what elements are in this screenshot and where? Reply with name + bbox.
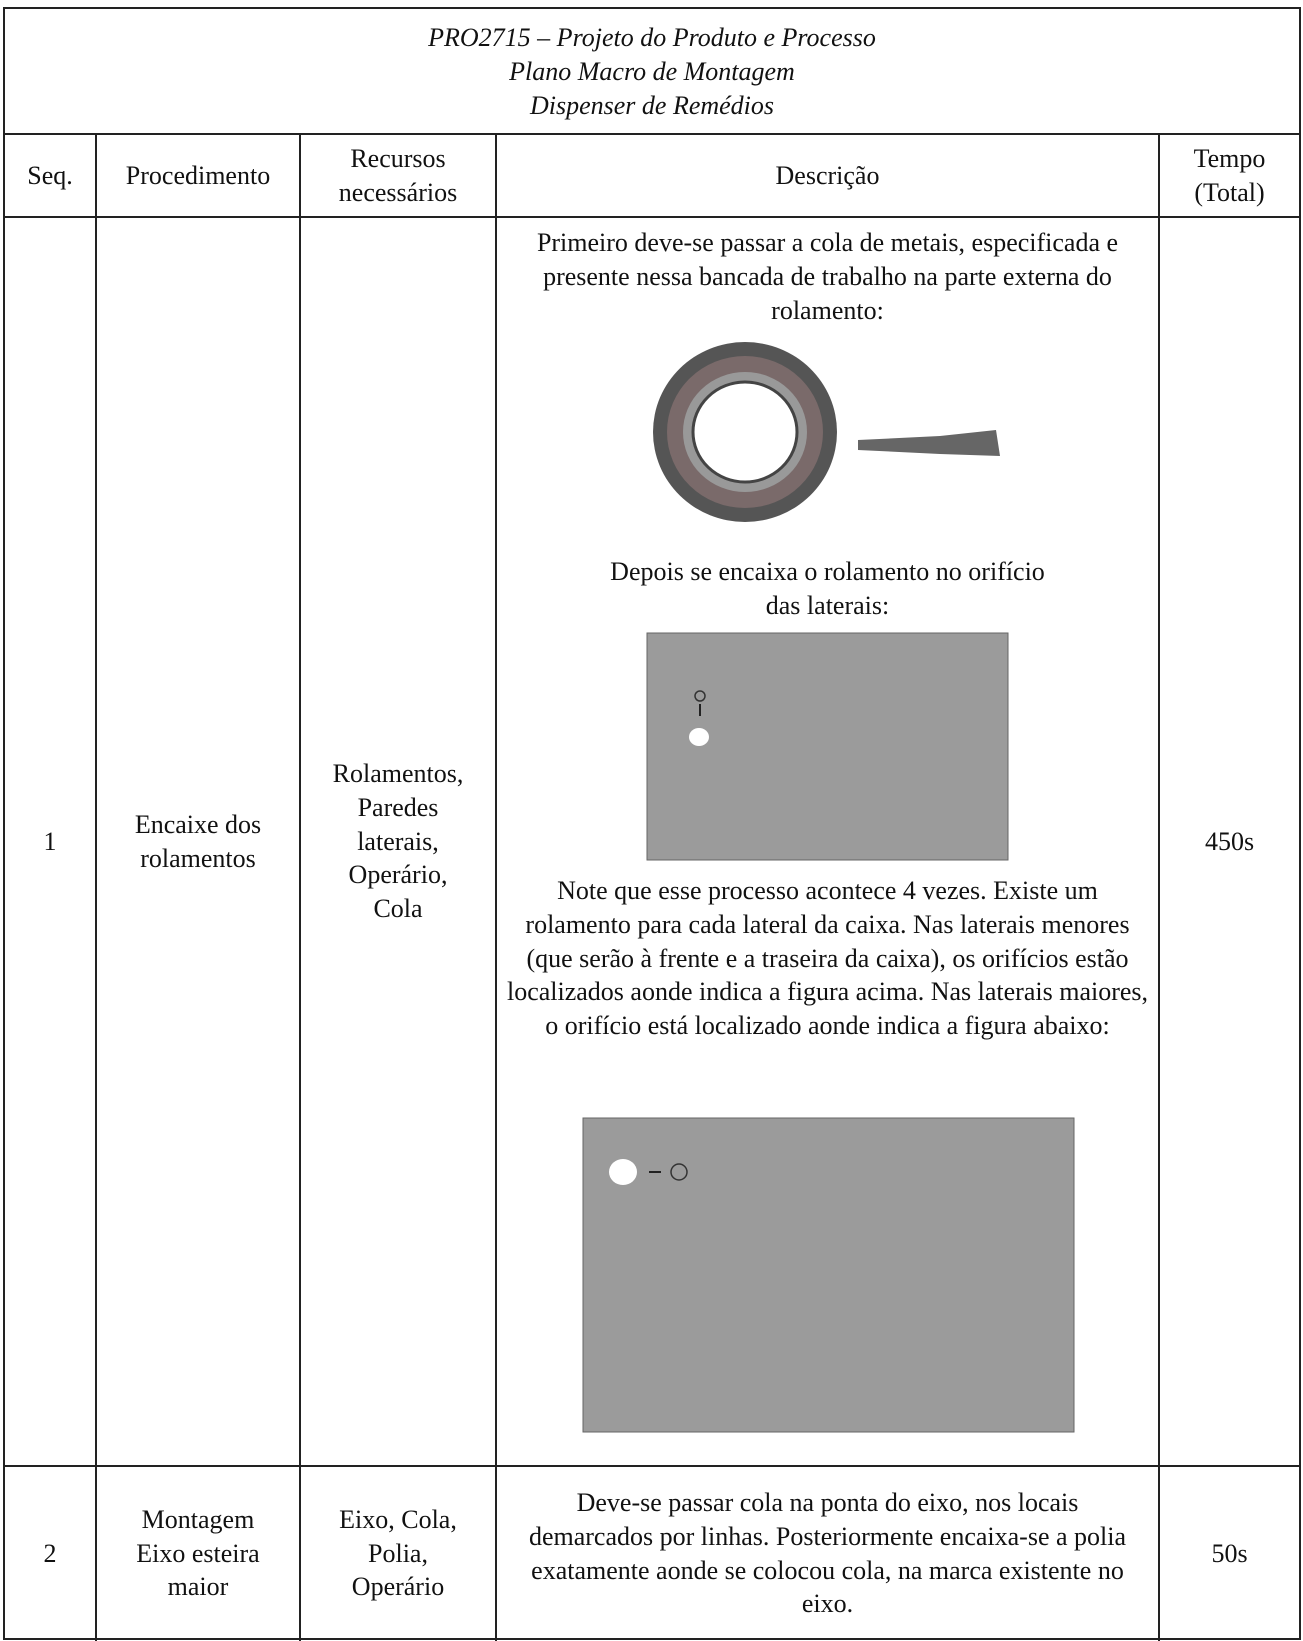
title-line: Dispenser de Remédios xyxy=(529,90,775,120)
description-paragraph: Primeiro deve-se passar a cola de metais… xyxy=(536,228,1119,325)
column-header: Descrição xyxy=(775,160,880,190)
description-paragraph: Depois se encaixa o rolamento no orifíci… xyxy=(610,557,1045,620)
time-cell: 450s xyxy=(1204,826,1255,856)
time-cell: 50s xyxy=(1211,1538,1248,1568)
document-title: PRO2715 – Projeto do Produto e Processo … xyxy=(4,10,1300,134)
title-line: Plano Macro de Montagem xyxy=(509,57,795,87)
side-wall-image-1 xyxy=(646,632,1009,861)
column-header: Seq. xyxy=(27,160,73,190)
column-header: Tempo (Total) xyxy=(1193,143,1266,207)
bearing-image xyxy=(653,342,1000,522)
side-wall-image-2 xyxy=(582,1117,1075,1433)
column-header: Recursos necessários xyxy=(338,143,458,207)
procedure-cell: Encaixe dos rolamentos xyxy=(134,809,262,873)
description-paragraph: Note que esse processo acontece 4 vezes.… xyxy=(506,876,1149,1041)
title-line: PRO2715 – Projeto do Produto e Processo xyxy=(428,23,876,53)
resources-cell: Rolamentos, Paredes laterais, Operário, … xyxy=(332,759,464,924)
seq-cell: 2 xyxy=(43,1538,57,1568)
column-header: Procedimento xyxy=(125,160,271,190)
description-paragraph: Deve-se passar cola na ponta do eixo, no… xyxy=(528,1487,1127,1619)
procedure-cell: Montagem Eixo esteira maior xyxy=(136,1504,260,1602)
seq-cell: 1 xyxy=(43,826,57,856)
resources-cell: Eixo, Cola, Polia, Operário xyxy=(339,1504,457,1602)
